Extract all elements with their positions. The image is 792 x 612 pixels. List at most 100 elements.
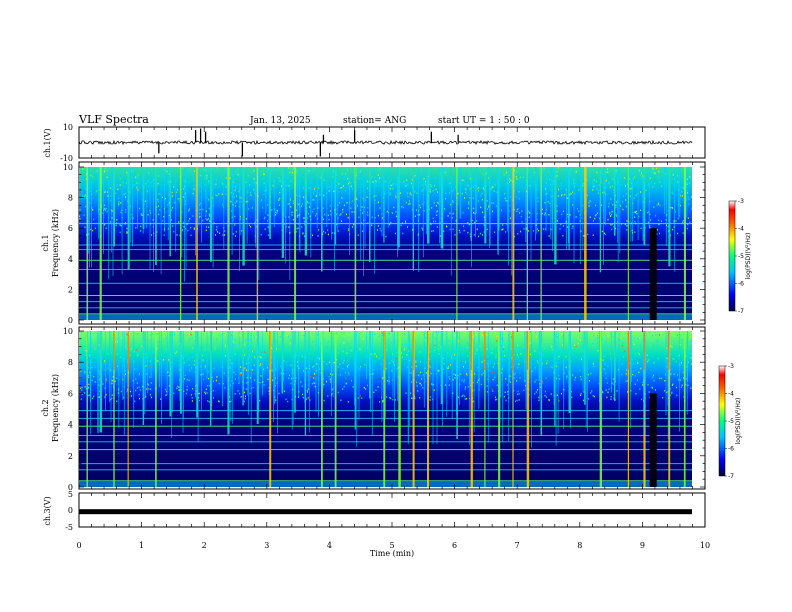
spectrogram-speckle bbox=[200, 202, 202, 205]
x-tick-label: 7 bbox=[515, 541, 520, 550]
spectrogram-speckle bbox=[438, 348, 440, 351]
spectrogram-speckle bbox=[550, 195, 552, 198]
spectrogram-speckle bbox=[616, 200, 618, 203]
spectrogram-speckle bbox=[178, 389, 180, 391]
spectrogram-speckle bbox=[652, 167, 653, 169]
spectrogram-speckle bbox=[590, 392, 592, 394]
spectrogram-burst bbox=[369, 331, 371, 399]
spectrogram-speckle bbox=[123, 360, 124, 362]
spectrogram-speckle bbox=[223, 350, 225, 352]
colorbar-tick-label: -7 bbox=[738, 308, 744, 315]
spectrogram-speckle bbox=[367, 187, 369, 190]
spectrogram-speckle bbox=[682, 371, 684, 374]
spectrogram-speckle bbox=[403, 180, 405, 183]
spectrogram-streak bbox=[299, 167, 301, 253]
spectrogram-speckle bbox=[136, 333, 138, 335]
spectrogram-speckle bbox=[468, 223, 470, 226]
spectrogram-streak bbox=[582, 331, 584, 392]
spectrogram-burst bbox=[498, 331, 501, 487]
spectrogram-speckle bbox=[104, 209, 106, 211]
spectrogram-speckle bbox=[234, 202, 236, 204]
spectrogram-speckle bbox=[259, 382, 261, 384]
spectrogram-speckle bbox=[315, 194, 317, 196]
spectrogram-speckle bbox=[561, 213, 563, 216]
spectrogram-streak bbox=[642, 167, 644, 241]
spectrogram-lowband bbox=[79, 481, 692, 487]
x-tick-label: 9 bbox=[640, 541, 645, 550]
spectrogram-tone-line bbox=[79, 441, 692, 443]
spectrogram-speckle bbox=[610, 396, 612, 398]
spectrogram-speckle bbox=[605, 389, 607, 391]
spectrogram-speckle bbox=[279, 177, 281, 179]
spectrogram-speckle bbox=[184, 192, 186, 195]
spectrogram-speckle bbox=[313, 192, 314, 195]
spectrogram-speckle bbox=[445, 171, 447, 173]
spectrogram-streak bbox=[185, 167, 187, 270]
spectrogram-speckle bbox=[621, 363, 623, 365]
spectrogram-speckle bbox=[107, 348, 109, 350]
spectrogram-speckle bbox=[107, 367, 109, 369]
spectrogram-speckle bbox=[190, 234, 192, 236]
spectrogram-speckle bbox=[492, 372, 493, 374]
spectrogram-burst bbox=[227, 167, 230, 320]
spectrogram-speckle bbox=[85, 187, 87, 190]
spectrogram-speckle bbox=[336, 359, 338, 361]
spectrogram-speckle bbox=[659, 232, 660, 235]
spectrogram-streak bbox=[603, 167, 604, 265]
spectrogram-speckle bbox=[458, 229, 460, 232]
spectrogram-speckle bbox=[587, 168, 589, 170]
spectrogram-burst-peak bbox=[383, 331, 385, 370]
spectrogram-speckle bbox=[482, 372, 484, 374]
spectrogram-speckle bbox=[509, 381, 511, 383]
spectrogram-speckle bbox=[585, 337, 587, 339]
spectrogram-speckle bbox=[597, 342, 598, 344]
spectrogram-speckle bbox=[112, 379, 114, 382]
spectrogram-speckle bbox=[411, 381, 413, 383]
spectrogram-speckle bbox=[610, 352, 612, 355]
spectrogram-speckle bbox=[232, 362, 234, 365]
spectrogram-speckle bbox=[392, 188, 394, 190]
spectrogram-speckle bbox=[473, 234, 475, 236]
spectrogram-speckle bbox=[239, 366, 241, 368]
spectrogram-speckle bbox=[649, 331, 651, 333]
spectrogram-speckle bbox=[649, 225, 651, 227]
spectrogram-speckle bbox=[250, 194, 252, 196]
spectrogram-speckle bbox=[659, 377, 661, 380]
spectrogram-burst bbox=[196, 167, 198, 320]
spectrogram-speckle bbox=[611, 210, 613, 213]
spectrogram-speckle bbox=[419, 382, 420, 385]
spectrogram-speckle bbox=[415, 361, 417, 363]
spectrogram-streak bbox=[182, 331, 184, 433]
spectrogram-speckle bbox=[635, 210, 637, 213]
spectrogram-speckle bbox=[212, 390, 214, 392]
spectrogram-speckle bbox=[423, 210, 425, 212]
spectrogram-speckle bbox=[501, 229, 503, 231]
spectrogram-speckle bbox=[439, 172, 441, 174]
spectrogram-streak bbox=[240, 167, 242, 236]
spectrogram-streak bbox=[274, 331, 276, 403]
spectrogram-speckle bbox=[336, 332, 338, 334]
spectrogram-speckle bbox=[626, 220, 628, 222]
spectrogram-speckle bbox=[634, 352, 636, 355]
spectrogram-speckle bbox=[158, 213, 160, 216]
spectrogram-speckle bbox=[493, 190, 495, 192]
spectrogram-streak bbox=[392, 331, 394, 398]
spectrogram-speckle bbox=[505, 197, 507, 200]
spectrogram-speckle bbox=[117, 341, 118, 343]
spectrogram-speckle bbox=[182, 229, 183, 231]
spectrogram-burst-peak bbox=[643, 331, 645, 370]
spectrogram-speckle bbox=[611, 185, 613, 188]
spectrogram-speckle bbox=[406, 343, 407, 346]
spectrogram-speckle bbox=[632, 178, 634, 180]
spectrogram-burst bbox=[334, 331, 337, 487]
spectrogram-speckle bbox=[290, 364, 292, 366]
spectrogram-speckle bbox=[438, 331, 440, 333]
spectrogram-speckle bbox=[517, 366, 519, 369]
spectrogram-speckle bbox=[634, 383, 636, 385]
spectrogram-speckle bbox=[275, 340, 277, 343]
spectrogram-speckle bbox=[575, 171, 577, 173]
spectrogram-speckle bbox=[154, 183, 156, 185]
spectrogram-speckle bbox=[575, 347, 577, 349]
spectrogram-speckle bbox=[437, 201, 439, 204]
spectrogram-speckle bbox=[505, 171, 507, 174]
